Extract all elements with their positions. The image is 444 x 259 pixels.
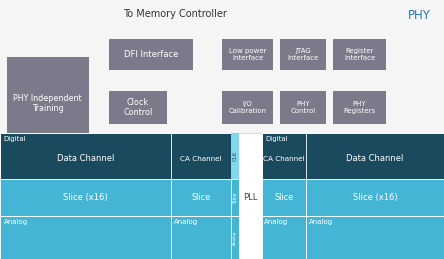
Text: Data Channel: Data Channel [57, 154, 114, 163]
Text: Slice (x16): Slice (x16) [353, 193, 397, 202]
Text: Analog: Analog [174, 219, 198, 225]
FancyBboxPatch shape [109, 91, 166, 124]
FancyBboxPatch shape [280, 91, 326, 124]
FancyBboxPatch shape [333, 39, 386, 70]
Text: PLL: PLL [243, 193, 258, 202]
Text: DFI Interface: DFI Interface [124, 50, 178, 59]
FancyBboxPatch shape [7, 57, 89, 150]
FancyBboxPatch shape [280, 39, 326, 70]
FancyBboxPatch shape [262, 133, 444, 179]
Text: Slice: Slice [232, 192, 238, 203]
Text: Clock
Control: Clock Control [123, 98, 152, 117]
Text: Low power
Interface: Low power Interface [229, 48, 266, 61]
FancyBboxPatch shape [262, 179, 306, 216]
Text: Data Channel: Data Channel [346, 154, 404, 163]
Text: PHY
Control: PHY Control [290, 101, 316, 114]
Text: Analog: Analog [233, 231, 237, 245]
Text: Analog: Analog [264, 219, 288, 225]
FancyBboxPatch shape [0, 216, 171, 259]
Text: I/O
Calibration: I/O Calibration [229, 101, 266, 114]
Text: Slice (x16): Slice (x16) [63, 193, 108, 202]
FancyBboxPatch shape [231, 216, 239, 259]
FancyBboxPatch shape [333, 91, 386, 124]
FancyBboxPatch shape [222, 91, 273, 124]
Text: Analog: Analog [309, 219, 333, 225]
FancyBboxPatch shape [262, 216, 306, 259]
FancyBboxPatch shape [239, 133, 262, 259]
FancyBboxPatch shape [0, 133, 231, 179]
FancyBboxPatch shape [0, 179, 171, 216]
Text: PHY
Registers: PHY Registers [344, 101, 376, 114]
FancyBboxPatch shape [222, 39, 273, 70]
Text: PHY: PHY [408, 9, 431, 22]
Text: CA Channel: CA Channel [263, 156, 305, 162]
Text: To Memory Controller: To Memory Controller [123, 9, 227, 19]
FancyBboxPatch shape [171, 179, 231, 216]
FancyBboxPatch shape [231, 133, 239, 179]
Text: Slice: Slice [274, 193, 294, 202]
FancyBboxPatch shape [231, 179, 239, 216]
Text: Slice: Slice [191, 193, 210, 202]
Text: CLK: CLK [232, 151, 238, 161]
FancyBboxPatch shape [109, 39, 193, 70]
Text: Digital: Digital [265, 136, 288, 142]
FancyBboxPatch shape [306, 216, 444, 259]
FancyBboxPatch shape [306, 179, 444, 216]
Text: PHY Independent
Training: PHY Independent Training [13, 94, 82, 113]
Text: Register
Interface: Register Interface [344, 48, 375, 61]
Text: Digital: Digital [3, 136, 26, 142]
Text: Analog: Analog [4, 219, 28, 225]
FancyBboxPatch shape [171, 216, 231, 259]
Text: CA Channel: CA Channel [180, 156, 222, 162]
Text: JTAG
Interface: JTAG Interface [287, 48, 319, 61]
